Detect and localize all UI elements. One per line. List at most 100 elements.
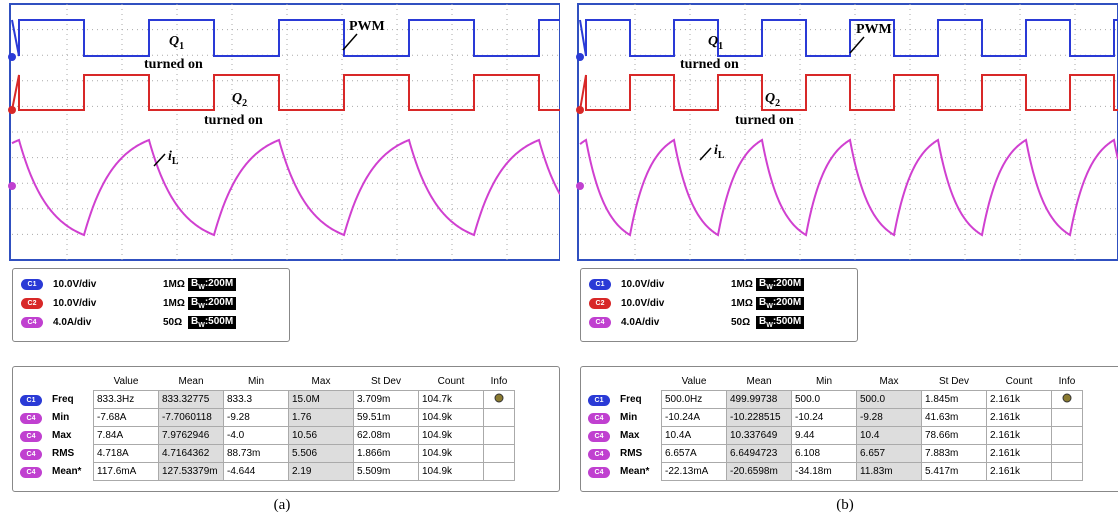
column-header: Mean (727, 373, 792, 391)
bw-value: :200M (773, 297, 801, 308)
value-cell: 6.657 (857, 445, 922, 463)
annotation-symbol: Q (765, 91, 775, 106)
annotation-sub: L (172, 156, 179, 167)
value-cell: 7.9762946 (159, 427, 224, 445)
channel-bandwidth: BW:200M (756, 278, 804, 291)
bw-value: :500M (773, 316, 801, 327)
channel-impedance: 1MΩ (731, 279, 756, 290)
channel-marker (8, 106, 16, 114)
row-name: Min (620, 412, 637, 423)
value-cell: 2.161k (987, 391, 1052, 409)
channel-marker (8, 53, 16, 61)
value-cell: 6.657A (662, 445, 727, 463)
channel-scale: 4.0A/div (53, 317, 163, 328)
value-cell: 4.7164362 (159, 445, 224, 463)
row-name: Min (52, 412, 69, 423)
row-name: RMS (52, 448, 74, 459)
value-cell: -7.68A (94, 409, 159, 427)
column-header: Min (224, 373, 289, 391)
annotation-sub: 2 (775, 98, 780, 109)
channel-scale: 10.0V/div (53, 298, 163, 309)
value-cell: 9.44 (792, 427, 857, 445)
row-name: Max (620, 430, 639, 441)
value-cell: -7.7060118 (159, 409, 224, 427)
value-cell: 1.845m (922, 391, 987, 409)
measurement-row: C4Mean*-22.13mA-20.6598m-34.18m11.83m5.4… (585, 463, 1083, 481)
value-cell: 5.417m (922, 463, 987, 481)
column-header: Count (987, 373, 1052, 391)
caption: (b) (572, 497, 1118, 514)
row-badge: C4 (588, 413, 610, 424)
bw-value: :500M (205, 316, 233, 327)
bw-value: :200M (773, 278, 801, 289)
value-cell: 500.0Hz (662, 391, 727, 409)
row-badge: C4 (20, 467, 42, 478)
column-header: Value (662, 373, 727, 391)
info-cell (484, 391, 515, 409)
value-cell: 7.883m (922, 445, 987, 463)
value-cell: 4.718A (94, 445, 159, 463)
scope-screen: Q1turned onQ2turned onPWMiL (572, 0, 1118, 262)
annotation-symbol: Q (232, 91, 242, 106)
value-cell: 833.3 (224, 391, 289, 409)
info-cell (1052, 427, 1083, 445)
row-name: Mean* (52, 466, 81, 477)
channel-badge: C1 (21, 279, 43, 290)
info-dot (1063, 394, 1071, 402)
row-name-cell: C4 RMS (585, 445, 662, 463)
value-cell: 41.63m (922, 409, 987, 427)
row-badge: C4 (20, 449, 42, 460)
value-cell: 6.6494723 (727, 445, 792, 463)
value-cell: 1.866m (354, 445, 419, 463)
annotation-text: turned on (204, 113, 263, 128)
bw-sub: W (766, 284, 773, 291)
channel-impedance: 1MΩ (163, 298, 188, 309)
value-cell: 2.161k (987, 463, 1052, 481)
value-cell: 7.84A (94, 427, 159, 445)
measurement-row: C1Freq500.0Hz499.99738500.0500.01.845m2.… (585, 391, 1083, 409)
row-name: RMS (620, 448, 642, 459)
value-cell: 15.0M (289, 391, 354, 409)
info-icon (494, 393, 504, 403)
column-header: Value (94, 373, 159, 391)
bw-sub: W (198, 322, 205, 329)
row-name: Freq (620, 394, 642, 405)
annotation-sub: 1 (179, 41, 184, 52)
row-badge: C4 (588, 449, 610, 460)
measurement-table: ValueMeanMinMaxSt DevCountInfoC1Freq833.… (17, 373, 515, 481)
channel-scale: 4.0A/div (621, 317, 731, 328)
bw-sub: W (198, 303, 205, 310)
channel-marker (8, 182, 16, 190)
channel-bandwidth: BW:200M (188, 297, 236, 310)
measurement-row: C4Max10.4A10.3376499.4410.478.66m2.161k (585, 427, 1083, 445)
value-cell: 104.9k (419, 445, 484, 463)
channel-row: C210.0V/div1MΩBW:200M (21, 296, 236, 310)
measurement-box: ValueMeanMinMaxSt DevCountInfoC1Freq500.… (580, 366, 1118, 492)
annotation-text: turned on (144, 57, 203, 72)
info-cell (484, 445, 515, 463)
row-name-cell: C4 Mean* (17, 463, 94, 481)
row-name-cell: C4 Min (585, 409, 662, 427)
channel-badge: C2 (589, 298, 611, 309)
value-cell: 62.08m (354, 427, 419, 445)
row-name-cell: C4 RMS (17, 445, 94, 463)
value-cell: -10.24A (662, 409, 727, 427)
channel-row: C110.0V/div1MΩBW:200M (589, 277, 804, 291)
row-badge: C4 (588, 431, 610, 442)
value-cell: 104.9k (419, 463, 484, 481)
info-icon (1062, 393, 1072, 403)
channel-scale: 10.0V/div (621, 298, 731, 309)
channel-badge: C4 (589, 317, 611, 328)
corner-cell (17, 373, 94, 391)
channel-bandwidth: BW:200M (756, 297, 804, 310)
row-badge: C4 (20, 413, 42, 424)
row-name-cell: C4Mean* (585, 463, 662, 481)
bw-sub: W (198, 284, 205, 291)
column-header: Count (419, 373, 484, 391)
value-cell: 5.506 (289, 445, 354, 463)
channel-badge: C4 (21, 317, 43, 328)
value-cell: 500.0 (792, 391, 857, 409)
